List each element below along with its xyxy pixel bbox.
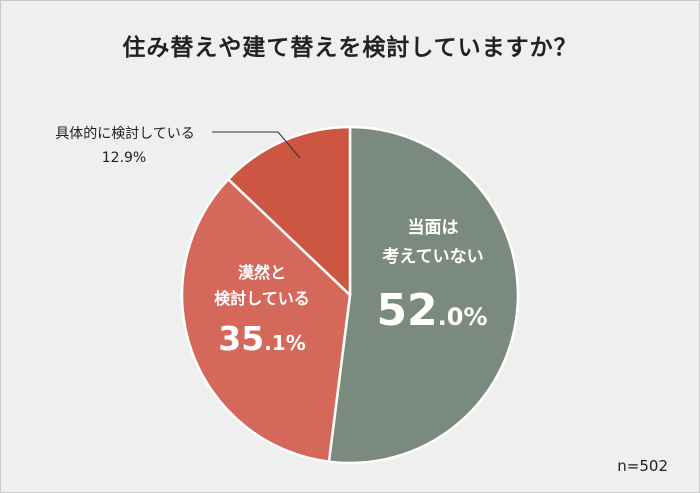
slice-value-vaguely-main: 35 (218, 319, 264, 358)
slice-value-not-considering-main: 52 (376, 285, 437, 336)
chart-title: 住み替えや建て替えを検討していますか？ (122, 35, 578, 61)
pie-slice-specifically (227, 125, 352, 297)
slice-label-not-considering-line2: 考えていない (381, 246, 483, 267)
slice-value-vaguely-decimal: .1% (264, 331, 306, 355)
slice-label-vaguely-line1: 漠然と (238, 263, 286, 282)
callout-pointer-line (277, 131, 301, 159)
pie-slice-vaguely (180, 177, 352, 463)
slice-value-vaguely: 35.1% (218, 319, 306, 358)
slice-label-vaguely-line2: 検討している (214, 289, 310, 308)
slice-value-specifically: 12.9% (102, 150, 146, 166)
pie-slice-not-considering (327, 125, 520, 465)
slice-value-not-considering-decimal: .0% (438, 303, 488, 331)
slice-label-specifically: 具体的に検討している (55, 126, 195, 142)
slice-label-not-considering-line1: 当面は (408, 217, 459, 238)
sample-size-note: n=502 (617, 457, 668, 475)
slice-value-not-considering: 52.0% (376, 285, 487, 336)
